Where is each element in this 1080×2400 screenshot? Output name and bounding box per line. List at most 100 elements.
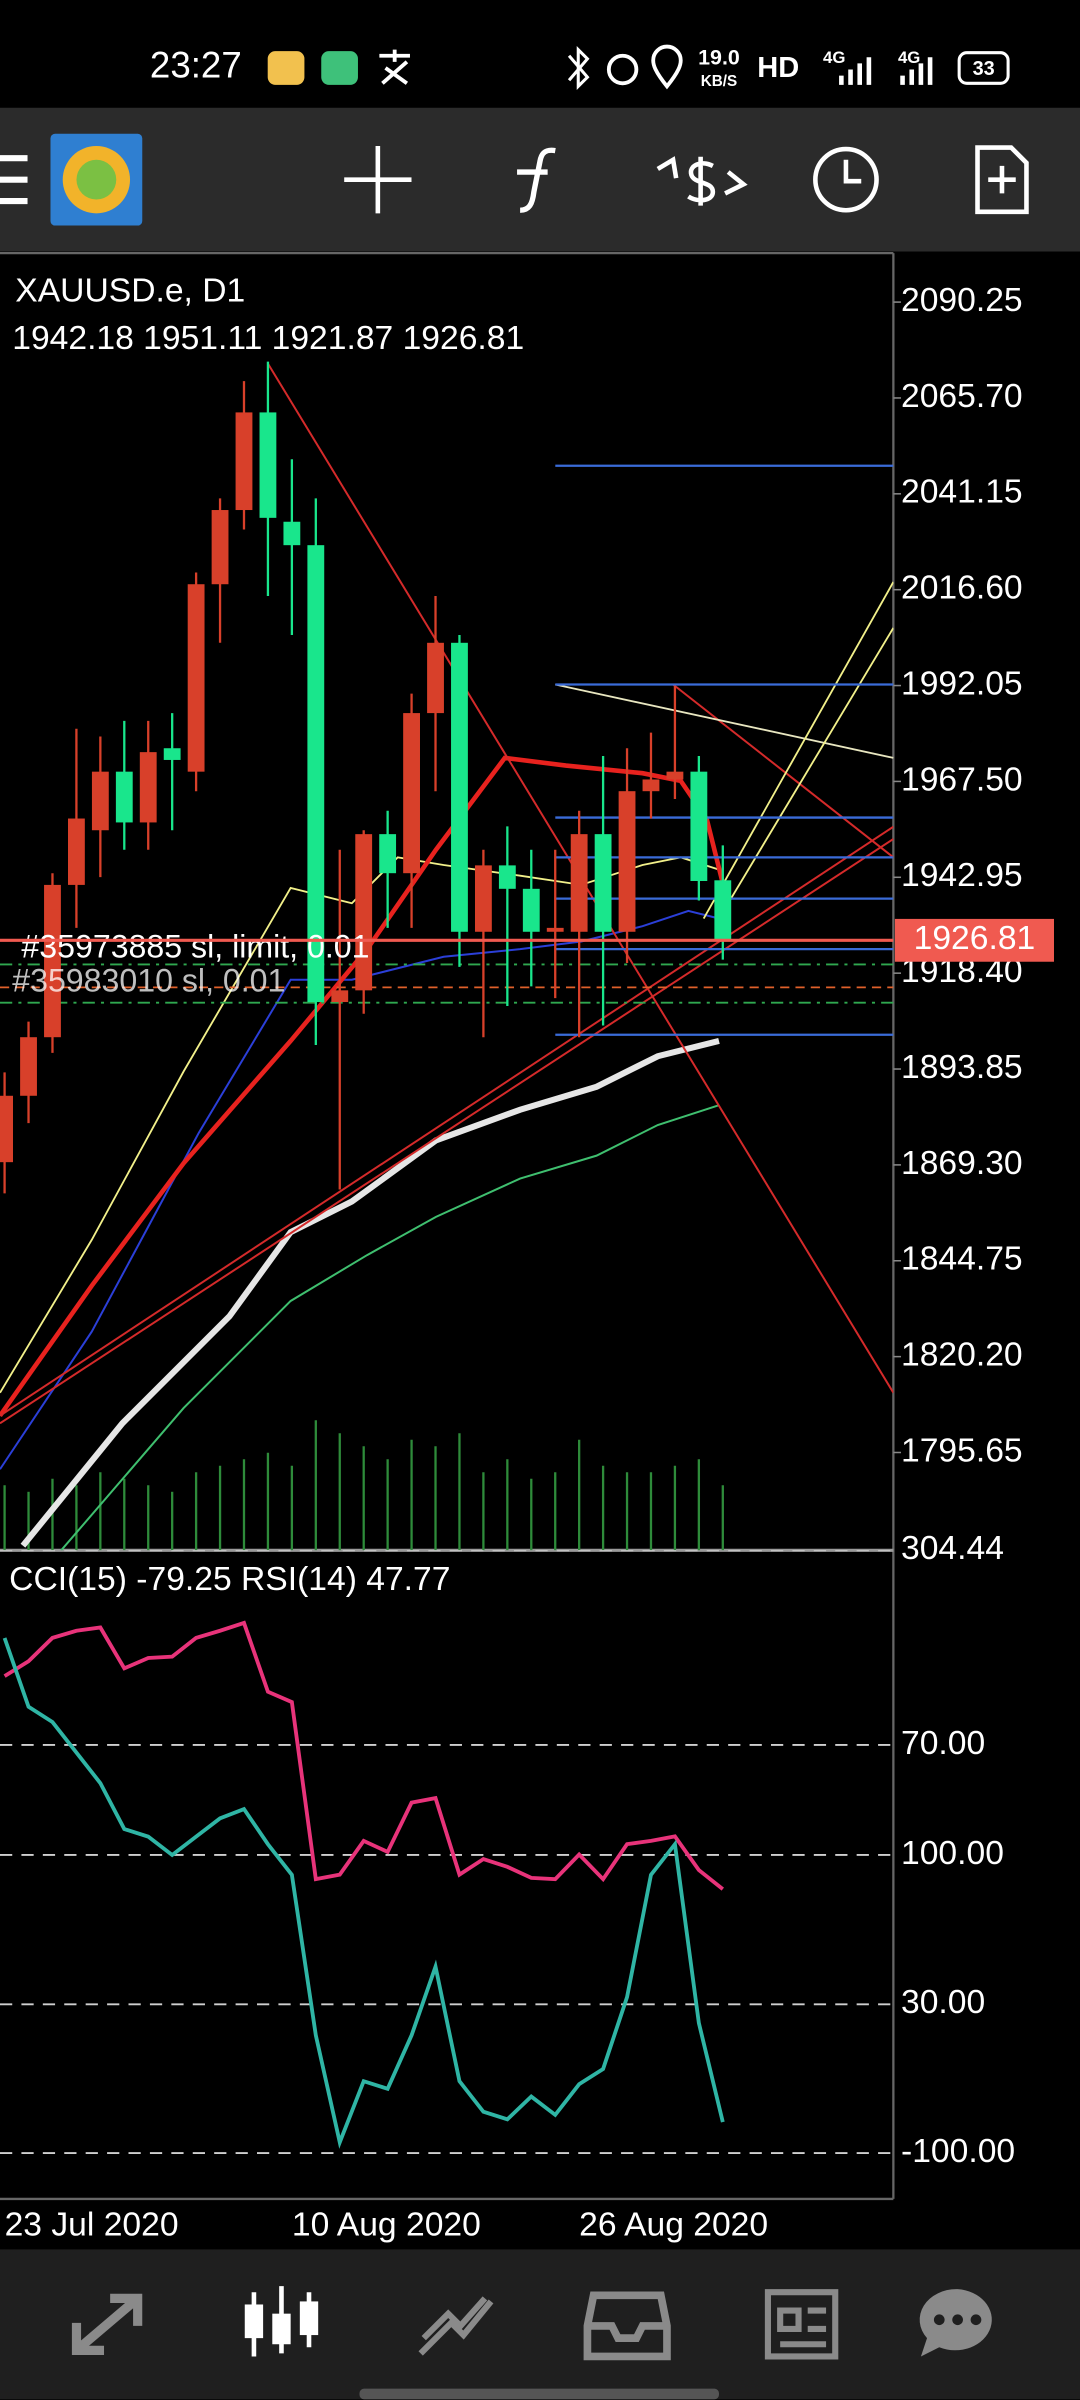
price-tag-label: 1926.81 (914, 920, 1036, 957)
y-tick-label: -100.00 (901, 2133, 1015, 2170)
y-tick-label: 304.44 (901, 1530, 1004, 1567)
bottom-nav (0, 2249, 1080, 2400)
toolbar (0, 107, 1080, 252)
dollar-icon (687, 156, 716, 206)
y-tick-label: 2016.60 (901, 570, 1023, 607)
indicator-plot (0, 1550, 894, 2154)
chart-tab[interactable] (244, 2286, 319, 2357)
trendline (0, 838, 894, 1425)
trendline (555, 683, 894, 759)
candle-body (187, 584, 205, 772)
trade-button[interactable] (656, 156, 748, 206)
indicator-title: CCI(15) -79.25 RSI(14) 47.77 (9, 1561, 450, 1598)
arrows-icon (656, 156, 748, 196)
quotes-tab[interactable] (71, 2293, 143, 2355)
symbol-title: XAUUSD.e, D1 (15, 273, 245, 310)
app-icon (321, 51, 358, 85)
net-speed: 19.0 (698, 45, 740, 69)
history-tab[interactable] (583, 2291, 671, 2361)
location-icon (651, 44, 683, 90)
trendline (0, 825, 894, 1417)
crosshair-button[interactable] (344, 146, 412, 214)
hd-indicator: HD (757, 52, 799, 84)
candle-body (0, 1095, 14, 1163)
candle-body (403, 713, 420, 874)
fibo-levels (555, 464, 894, 1036)
candle-body (44, 884, 61, 1038)
menu-button[interactable] (0, 155, 28, 205)
trendline (672, 683, 894, 859)
app-icon (379, 49, 410, 85)
battery-level: 33 (973, 58, 995, 80)
indicators-button[interactable] (517, 147, 556, 213)
chart-tab-body (299, 2301, 319, 2336)
clock: 23:27 (150, 45, 242, 86)
main-plot: #35973885 sl, limit, 0.01 #35983010 sl, … (0, 361, 894, 1551)
indicator-line (3, 1620, 724, 1891)
x-tick-label: 23 Jul 2020 (5, 2206, 179, 2243)
signal-type: 4G (823, 48, 845, 67)
plus-icon (988, 165, 1016, 194)
volume (3, 1420, 724, 1551)
order-label: #35973885 sl, limit, 0.01 (21, 929, 369, 965)
candle-body (20, 1037, 37, 1096)
y-tick-label: 30.00 (901, 1984, 985, 2021)
candle-body (283, 521, 301, 546)
candles (0, 361, 732, 1194)
candle-body (498, 865, 516, 889)
y-tick-label: 100.00 (901, 1835, 1004, 1872)
moving-average (0, 856, 720, 1394)
app-logo[interactable] (50, 133, 143, 226)
y-tick-label: 1893.85 (901, 1049, 1023, 1086)
clock-icon (813, 146, 879, 213)
candle-body (546, 927, 564, 932)
logo-center (76, 159, 117, 200)
candle-body (235, 412, 253, 511)
candle-body (331, 990, 349, 1003)
moving-average (60, 1104, 720, 1551)
y-tick-label: 1967.50 (901, 761, 1023, 798)
chat-dot (952, 2314, 963, 2326)
new-order-button[interactable] (975, 145, 1029, 215)
alarm-icon (606, 53, 639, 86)
order-label: #35983010 sl, 0.01 (12, 962, 285, 998)
y-tick-label: 2065.70 (901, 378, 1023, 415)
ohlc-header: 1942.18 1951.11 1921.87 1926.81 (12, 320, 524, 357)
candle-body (594, 834, 612, 932)
trade-tab[interactable] (418, 2296, 494, 2356)
candle-body (427, 642, 444, 714)
home-indicator (359, 2388, 719, 2400)
candle-body (666, 771, 684, 780)
x-tick-label: 26 Aug 2020 (579, 2206, 768, 2243)
chart-tab-body (244, 2304, 264, 2339)
indicator-line (2, 1637, 725, 2149)
bluetooth-icon (567, 45, 590, 91)
candle-body (139, 752, 157, 823)
candle-body (211, 510, 229, 585)
news-tab[interactable] (764, 2289, 839, 2360)
app-icon (267, 51, 305, 85)
chat-tab[interactable] (919, 2289, 992, 2357)
y-tick-label: 1942.95 (901, 857, 1023, 894)
net-unit: KB/S (701, 73, 738, 90)
candle-body (714, 880, 732, 941)
signal-type: 4G (898, 48, 920, 67)
candle-body (259, 412, 277, 518)
timeframe-button[interactable] (813, 146, 879, 213)
candle-body (307, 545, 325, 1003)
moving-average (0, 755, 725, 1418)
candle-body (67, 818, 85, 885)
candle-body (91, 771, 109, 831)
candle-body (570, 834, 588, 932)
y-tick-label: 1869.30 (901, 1145, 1023, 1182)
candle-body (618, 791, 636, 932)
moving-average (20, 1037, 720, 1548)
y-tick-label: 1992.05 (901, 665, 1023, 702)
chart-tab-body (272, 2313, 291, 2345)
y-tick-label: 1795.65 (901, 1432, 1023, 1469)
y-tick-label: 1844.75 (901, 1241, 1023, 1278)
candle-body (690, 771, 708, 882)
y-tick-label: 2090.25 (901, 282, 1023, 319)
